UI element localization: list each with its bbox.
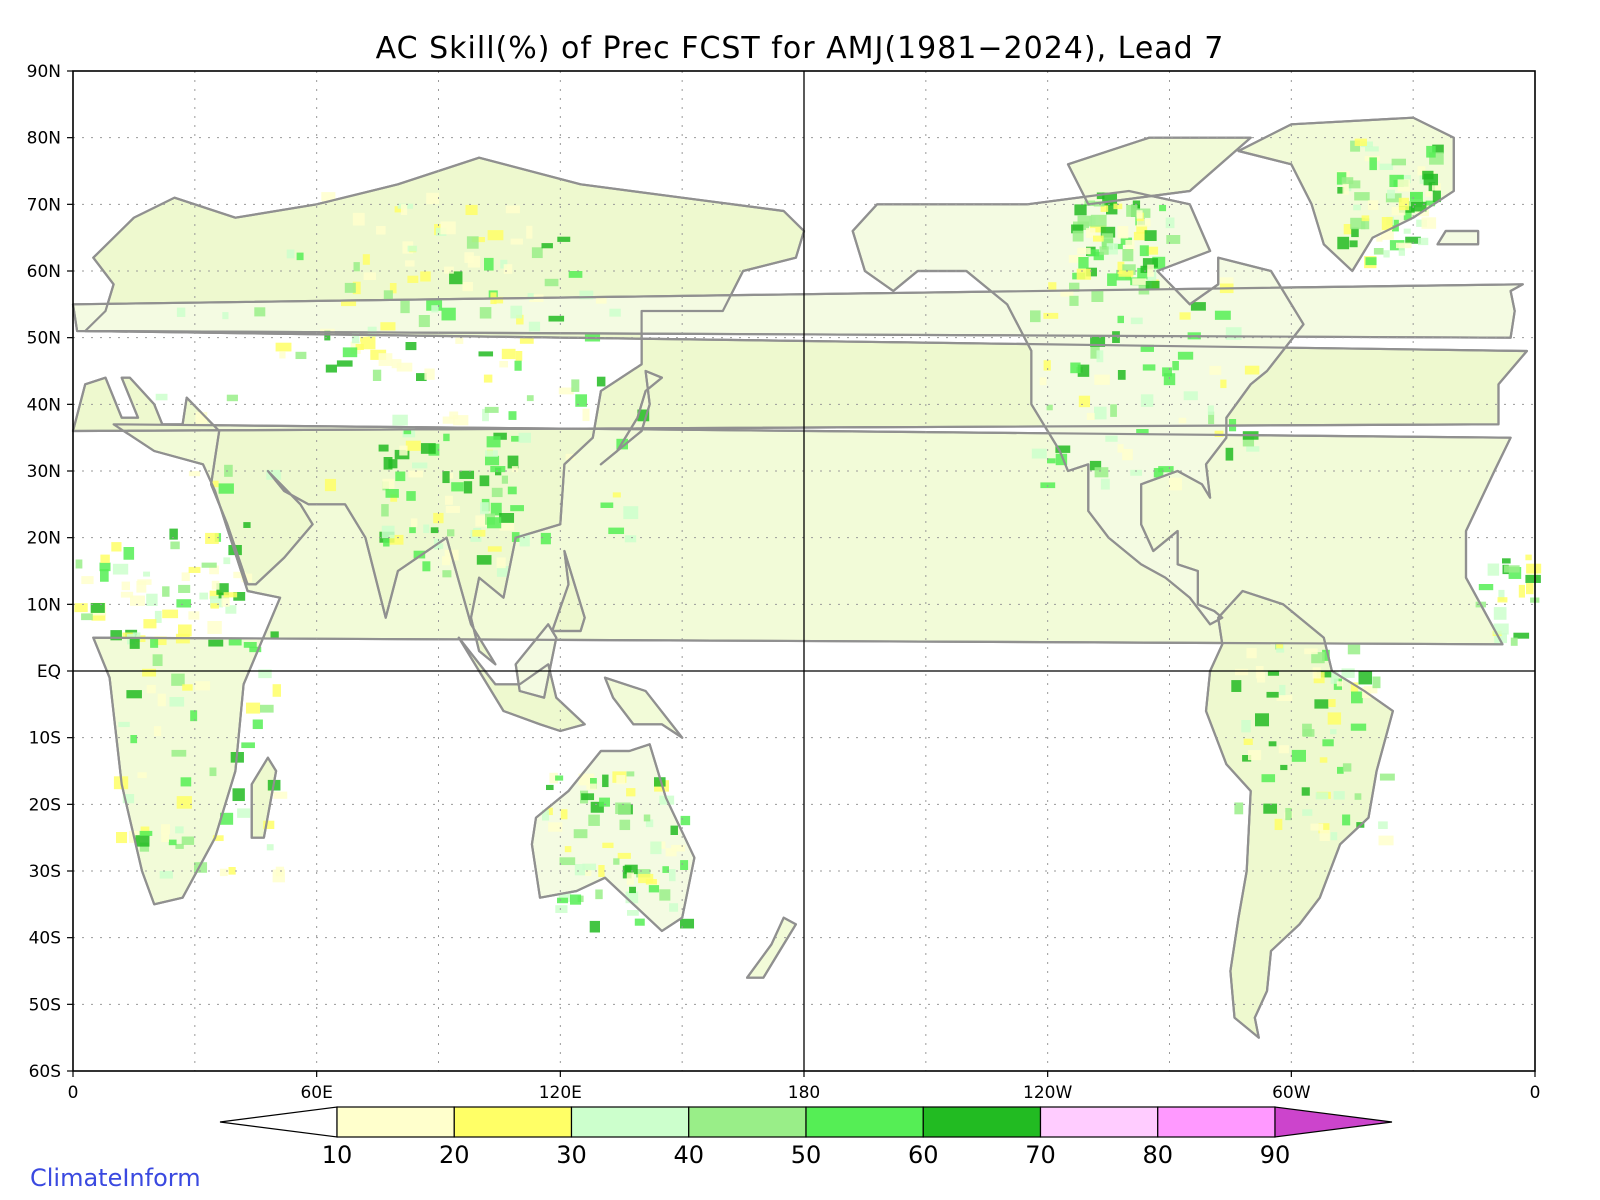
latitude-axis: 90N 80N 70N 60N 50N 40N 30N 20N 10N EQ 10S 20S 30S 40… (27, 62, 73, 1082)
colorbar-under-arrow (219, 1106, 338, 1138)
lat-tick-label: 90N (27, 62, 61, 82)
map-title: AC Skill(%) of Prec FCST for AMJ(1981−20… (376, 31, 1225, 66)
lat-tick-label: 60S (29, 1062, 61, 1082)
colorbar-label: 60 (908, 1141, 939, 1169)
colorbar-box (1157, 1106, 1276, 1138)
lat-tick-label: 60N (27, 262, 61, 282)
lon-tick-label: 180 (788, 1083, 820, 1103)
colorbar-box (922, 1106, 1042, 1138)
lat-tick-label: 50N (27, 329, 61, 349)
lat-tick-label: 20S (29, 795, 61, 815)
skill-patches (74, 138, 1542, 933)
colorbar-label: 50 (791, 1141, 822, 1169)
colorbar-label: 90 (1260, 1141, 1291, 1169)
lon-tick-label: 0 (1530, 1083, 1541, 1103)
lat-tick-label: 10S (29, 729, 61, 749)
colorbar-label: 30 (556, 1141, 587, 1169)
lat-tick-label: 50S (29, 995, 61, 1015)
lat-tick-label: 20N (27, 529, 61, 549)
land-masses (71, 116, 1542, 1039)
lat-tick-label: 30S (29, 862, 61, 882)
map-area: 90N 80N 70N 60N 50N 40N 30N 20N 10N EQ 10S 20S 30S 40… (27, 62, 1542, 1103)
lat-tick-label: 40N (27, 395, 61, 415)
credit-label: ClimateInform (30, 1164, 201, 1192)
lat-tick-label: 30N (27, 462, 61, 482)
lat-tick-label: 80N (27, 129, 61, 149)
lon-tick-label: 60W (1272, 1083, 1311, 1103)
lat-tick-label: EQ (37, 662, 61, 682)
colorbar-box (453, 1106, 573, 1138)
colorbar-label: 70 (1025, 1141, 1056, 1169)
colorbar-label: 10 (322, 1141, 353, 1169)
lon-tick-label: 120E (539, 1083, 582, 1103)
colorbar-label: 20 (439, 1141, 470, 1169)
lon-tick-label: 0 (68, 1083, 79, 1103)
colorbar-box (336, 1106, 455, 1138)
colorbar-box (688, 1106, 807, 1138)
lon-tick-label: 120W (1023, 1083, 1072, 1103)
colorbar-box (805, 1106, 924, 1138)
colorbar-box (1039, 1106, 1159, 1138)
colorbar-box (570, 1106, 690, 1138)
lat-tick-label: 70N (27, 195, 61, 215)
colorbar-label: 80 (1142, 1141, 1173, 1169)
lat-tick-label: 40S (29, 929, 61, 949)
lat-tick-label: 10N (27, 595, 61, 615)
lon-tick-label: 60E (300, 1083, 332, 1103)
longitude-axis: 0 60E 120E 180 120W 60W 0 (68, 1071, 1541, 1103)
colorbar: 10 20 30 40 50 60 70 80 90 (219, 1106, 1393, 1169)
colorbar-label: 40 (673, 1141, 704, 1169)
colorbar-over-arrow (1274, 1106, 1393, 1138)
